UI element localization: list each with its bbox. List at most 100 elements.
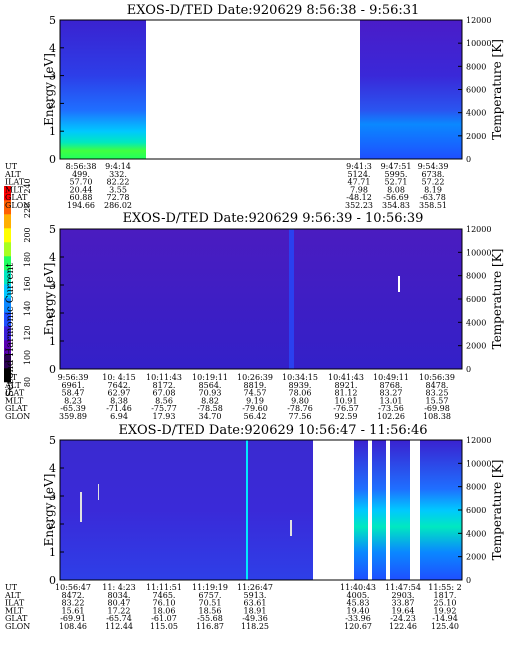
ephemeris-cell: 9:54:39: [418, 162, 449, 171]
ephemeris-cell: 194.66: [67, 201, 95, 210]
ephemeris-cell: 10: 4:15: [102, 373, 135, 382]
ephemeris-cell: -79.60: [242, 404, 268, 413]
ephemeris-cell: 116.87: [196, 622, 224, 631]
ephemeris-cell: 332.: [109, 170, 127, 179]
ephemeris-row-label: GLON: [5, 412, 30, 421]
colorbar-swatch: [4, 228, 11, 243]
ephemeris-cell: 7465.: [153, 591, 176, 600]
colorbar-tick-label: 80: [23, 377, 32, 387]
ephemeris-cell: 8034.: [108, 591, 131, 600]
ephemeris-cell: 10:56:47: [55, 583, 91, 592]
ephemeris-cell: 56.42: [244, 412, 267, 421]
panel-2-streak: [398, 276, 400, 292]
ephemeris-row-label: ALT: [4, 381, 21, 390]
ephemeris-cell: 33.87: [392, 599, 415, 608]
panel-3-streak-c: [290, 520, 292, 536]
y2-tick-label: 6000: [466, 295, 486, 304]
ephemeris-cell: 102.26: [377, 412, 405, 421]
colorbar-swatch: [4, 284, 11, 299]
ephemeris-cell: 13.01: [380, 396, 403, 405]
ephemeris-cell: -56.69: [383, 193, 409, 202]
ephemeris-cell: 359.89: [59, 412, 87, 421]
y-tick-label: 2: [49, 97, 56, 110]
ephemeris-cell: 8172.: [153, 381, 176, 390]
panel-3-segment-4: [390, 440, 410, 580]
ephemeris-cell: 8921.: [335, 381, 358, 390]
ephemeris-cell: 8939.: [289, 381, 312, 390]
panel-1: EXOS-D/TED Date:920629 8:56:38 - 9:56:31…: [42, 3, 504, 166]
y2-tick-label: 12000: [466, 225, 491, 234]
ephemeris-cell: 5913.: [244, 591, 267, 600]
panel-3-segment-2: [354, 440, 368, 580]
ephemeris-cell: 11:55: 2: [428, 583, 461, 592]
ephemeris-cell: -78.58: [197, 404, 223, 413]
ephemeris-cell: 80.47: [108, 599, 131, 608]
ephemeris-cell: -61.07: [151, 614, 177, 623]
ephemeris-cell: 10.91: [335, 396, 358, 405]
y2-tick-label: 2000: [466, 132, 486, 141]
ephemeris-cell: 4005.: [347, 591, 370, 600]
colorbar-tick-label: 180: [23, 252, 32, 267]
panel-3-axes: 0 1 2 3 4 5 0 2000 4000 6000 8000 10000 12000 Energy …: [42, 434, 504, 587]
ephemeris-cell: 3.55: [109, 185, 127, 194]
y2-tick-label: 6000: [466, 506, 486, 515]
panel-2-axes: 0 1 2 3 4 5 0 2000 4000 6000 8000 10000 12000 Energy …: [42, 223, 504, 376]
ephemeris-cell: 47.71: [348, 178, 371, 187]
colorbar-swatch: [4, 340, 11, 355]
ephemeris-cell: 108.46: [59, 622, 87, 631]
ephemeris-row-label: ILAT: [5, 389, 25, 398]
y2-tick-label: 8000: [466, 62, 486, 71]
ephemeris-cell: 72.78: [107, 193, 130, 202]
y2-tick-label: 6000: [466, 86, 486, 95]
colorbar-tick-label: 120: [23, 325, 32, 340]
ephemeris-cell: 70.93: [199, 389, 222, 398]
ephemeris-cell: 19.40: [347, 606, 370, 615]
ephemeris-cell: -63.78: [420, 193, 446, 202]
ephemeris-cell: 8:56:38: [66, 162, 97, 171]
ephemeris-cell: 108.38: [423, 412, 451, 421]
ephemeris-cell: 354.83: [382, 201, 410, 210]
ephemeris-cell: -33.96: [345, 614, 371, 623]
y-tick-label: 5: [49, 14, 56, 27]
colorbar-tick-labels: 80 100 120 140 160 180 200 220 240: [23, 178, 32, 387]
ephemeris-cell: 77.56: [289, 412, 312, 421]
ephemeris-cell: 92.59: [335, 412, 358, 421]
ephemeris-cell: 1817.: [434, 591, 457, 600]
colorbar-swatch: [4, 270, 11, 285]
ephemeris-cell: 112.44: [105, 622, 133, 631]
ephemeris-cell: 8.82: [201, 396, 219, 405]
ephemeris-cell: 9.80: [291, 396, 309, 405]
colorbar-swatch: [4, 200, 11, 215]
ephemeris-cell: 19.64: [392, 606, 415, 615]
panel-2-title: EXOS-D/TED Date:920629 9:56:39 - 10:56:3…: [123, 211, 424, 226]
y-tick-label: 0: [49, 363, 56, 376]
ephemeris-cell: 15.61: [62, 606, 85, 615]
ephemeris-row-label: MLT: [5, 185, 24, 194]
ephemeris-row-label: GLAT: [5, 614, 28, 623]
panel-2-band: [289, 229, 294, 369]
ephemeris-cell: 15.57: [426, 396, 449, 405]
y2-tick-label: 0: [466, 155, 471, 164]
panel-1-segment-1: [60, 20, 146, 159]
colorbar-swatch: [4, 186, 11, 201]
y-axis-label: Energy [eV]: [42, 53, 56, 126]
panel-3-segment-1: [60, 440, 313, 580]
panel-3-title: EXOS-D/TED Date:920629 10:56:47 - 11:56:…: [118, 423, 427, 438]
ephemeris-cell: 74.57: [244, 389, 267, 398]
y-tick-label: 2: [49, 307, 56, 320]
ephemeris-cell: 7642.: [108, 381, 131, 390]
ephemeris-cell: 10:34:15: [282, 373, 318, 382]
y-tick-label: 3: [49, 70, 56, 83]
ephemeris-cell: 67.08: [153, 389, 176, 398]
ephemeris-cell: 17.93: [153, 412, 176, 421]
ephemeris-cell: 8819.: [244, 381, 267, 390]
ephemeris-cell: 19.92: [434, 606, 457, 615]
y-tick-label: 0: [49, 574, 56, 587]
ephemeris-cell: 122.46: [389, 622, 417, 631]
ephemeris-cell: 57.22: [422, 178, 445, 187]
ephemeris-cell: -24.23: [390, 614, 416, 623]
ephemeris-cell: -69.98: [424, 404, 450, 413]
ephemeris-cell: 10:56:39: [419, 373, 455, 382]
y-tick-label: 2: [49, 518, 56, 531]
